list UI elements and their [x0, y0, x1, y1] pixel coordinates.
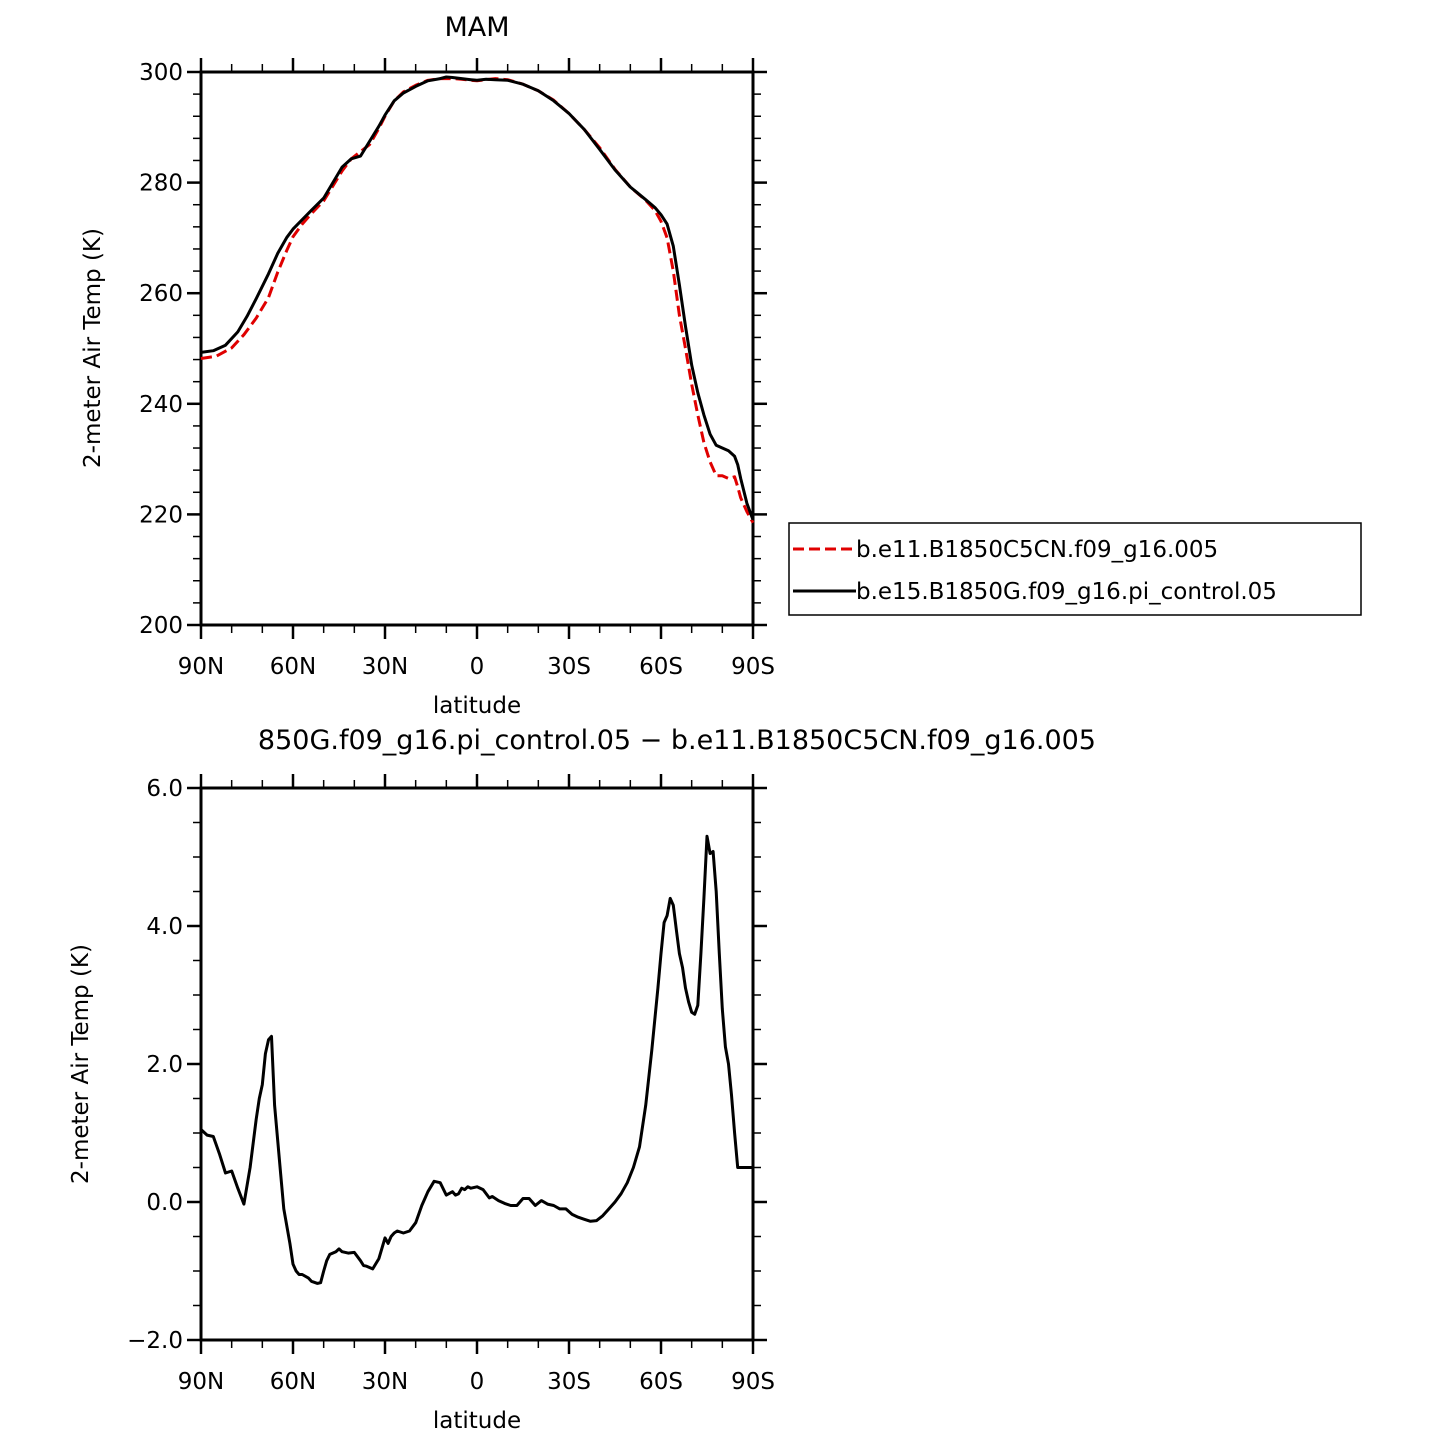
top-y-tick-label: 260 — [139, 281, 183, 307]
top-x-tick-label: 30S — [547, 654, 591, 680]
legend-box — [788, 522, 1362, 616]
bottom-x-axis-title: latitude — [433, 1408, 521, 1434]
top-y-axis-title: 2-meter Air Temp (K) — [80, 228, 106, 468]
bottom-y-tick-label: 4.0 — [146, 914, 183, 940]
legend-label-series-2: b.e15.B1850G.f09_g16.pi_control.05 — [856, 579, 1277, 605]
top-series-line-1 — [200, 77, 755, 524]
bottom-y-tick-label: 0.0 — [146, 1190, 183, 1216]
bottom-x-tick-label: 30S — [547, 1369, 591, 1395]
bottom-x-tick-label: 60N — [270, 1369, 316, 1395]
bottom-y-axis-title: 2-meter Air Temp (K) — [68, 944, 94, 1184]
bottom-y-tick-label: 6.0 — [146, 776, 183, 802]
top-plot-frame — [199, 70, 755, 627]
top-x-tick-label: 0 — [470, 654, 485, 680]
top-series-line-2 — [200, 75, 755, 521]
bottom-plot-title: 850G.f09_g16.pi_control.05 − b.e11.B1850… — [258, 725, 1096, 756]
top-x-tick-label: 60N — [270, 654, 316, 680]
legend: b.e11.B1850C5CN.f09_g16.005 b.e15.B1850G… — [788, 522, 1362, 616]
top-y-tick-label: 280 — [139, 171, 183, 197]
legend-label-series-1: b.e11.B1850C5CN.f09_g16.005 — [856, 537, 1218, 563]
temperature-plot: MAM 200 220 240 260 280 300 90N 60N 30N 0 30S 60S 9… — [80, 12, 775, 719]
bottom-x-tick-label: 60S — [639, 1369, 683, 1395]
top-x-tick-label: 90S — [731, 654, 775, 680]
top-x-axis-title: latitude — [433, 693, 521, 719]
bottom-series-line-1 — [199, 834, 753, 1285]
top-x-tick-label: 30N — [362, 654, 408, 680]
top-plot-title: MAM — [444, 12, 509, 43]
difference-plot: 850G.f09_g16.pi_control.05 − b.e11.B1850… — [68, 725, 1096, 1434]
bottom-x-tick-label: 30N — [362, 1369, 408, 1395]
bottom-y-tick-label: 2.0 — [146, 1052, 183, 1078]
top-y-tick-label: 220 — [139, 502, 183, 528]
top-x-tick-label: 60S — [639, 654, 683, 680]
bottom-x-tick-label: 90N — [178, 1369, 224, 1395]
top-x-tick-label: 90N — [178, 654, 224, 680]
bottom-x-tick-label: 0 — [470, 1369, 485, 1395]
bottom-x-tick-label: 90S — [731, 1369, 775, 1395]
bottom-y-tick-label: −2.0 — [127, 1328, 183, 1354]
top-y-tick-label: 240 — [139, 392, 183, 418]
top-y-tick-label: 300 — [139, 60, 183, 86]
top-y-tick-label: 200 — [139, 613, 183, 639]
bottom-plot-frame — [199, 786, 755, 1342]
